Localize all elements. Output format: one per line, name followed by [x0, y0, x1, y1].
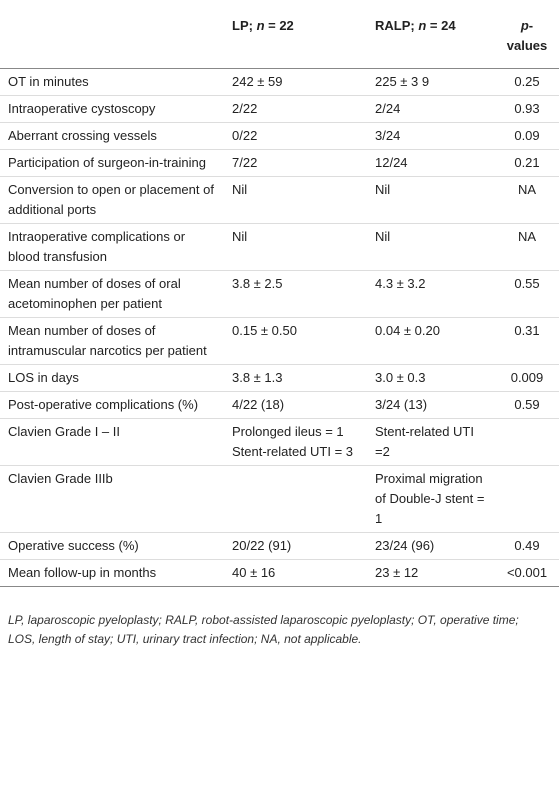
- table-cell: 3.0 ± 0.3: [375, 370, 426, 385]
- table-cell: <0.001: [506, 565, 548, 580]
- table-row: Clavien Grade IIIb Proximal migration of …: [0, 466, 559, 533]
- header-text: RALP;: [375, 18, 419, 33]
- table-cell: Clavien Grade I – II: [8, 424, 120, 439]
- table-cell: [493, 466, 559, 533]
- table-cell: Mean follow-up in months: [8, 565, 157, 580]
- header-cell: p-values: [493, 0, 559, 69]
- table-header: LP; n = 22 RALP; n = 24 p-values: [0, 0, 559, 69]
- table-cell: 0.15 ± 0.50: [232, 323, 297, 338]
- table-cell: Participation of surgeon-in-training: [8, 155, 206, 170]
- table-cell: 0.55: [514, 276, 540, 291]
- table-cell: Aberrant crossing vessels: [8, 128, 157, 143]
- table-cell: Intraoperative cystoscopy: [8, 101, 156, 116]
- table-cell: Operative success (%): [8, 538, 139, 553]
- table-cell: 4/22 (18): [232, 397, 285, 412]
- table-row: Conversion to open or placement of addit…: [0, 177, 559, 224]
- table-cell: [493, 419, 559, 466]
- footnote: LP, laparoscopic pyeloplasty; RALP, robo…: [8, 613, 519, 646]
- table-cell: LOS in days: [8, 370, 79, 385]
- table-cell: 23/24 (96): [375, 538, 435, 553]
- table-cell: Conversion to open or placement of addit…: [8, 182, 214, 217]
- table-cell: 0.31: [514, 323, 540, 338]
- table-row: Clavien Grade I – II Prolonged ileus = 1 …: [0, 419, 559, 466]
- table-cell: Mean number of doses of intramuscular na…: [8, 323, 207, 358]
- table-cell: NA: [517, 229, 537, 244]
- table-row: LOS in days 3.8 ± 1.3 3.0 ± 0.3 0.009: [0, 365, 559, 392]
- table-cell: 3.8 ± 1.3: [232, 370, 283, 385]
- table-cell: Nil: [375, 182, 391, 197]
- table-cell: Intraoperative complications or blood tr…: [8, 229, 186, 264]
- table-cell: Nil: [375, 229, 391, 244]
- table-cell: 20/22 (91): [232, 538, 292, 553]
- table-cell: [224, 466, 367, 533]
- table-cell: 242 ± 59: [232, 74, 283, 89]
- data-table: LP; n = 22 RALP; n = 24 p-values OT in m…: [0, 0, 559, 587]
- table-cell: 0.21: [514, 155, 540, 170]
- table-cell: 12/24: [375, 155, 408, 170]
- table-cell: Stent-related UTI =2: [375, 424, 474, 459]
- table-cell: Prolonged ileus = 1 Stent-related UTI = …: [232, 424, 354, 459]
- table-cell: Mean number of doses of oral acetominoph…: [8, 276, 181, 311]
- table-body: OT in minutes 242 ± 59 225 ± 3 9 0.25 Intrao…: [0, 69, 559, 587]
- table-cell: Nil: [232, 182, 248, 197]
- table-cell: Post-operative complications (%): [8, 397, 199, 412]
- table-cell: 0.04 ± 0.20: [375, 323, 440, 338]
- table-row: Mean number of doses of oral acetominoph…: [0, 271, 559, 318]
- table-row: Aberrant crossing vessels 0/22 3/24 0.09: [0, 123, 559, 150]
- table-cell: 7/22: [232, 155, 258, 170]
- table-cell: 4.3 ± 3.2: [375, 276, 426, 291]
- table-cell: Proximal migration of Double-J stent = 1: [375, 471, 485, 526]
- table-cell: 0.93: [514, 101, 540, 116]
- table-row: Operative success (%) 20/22 (91) 23/24 (96…: [0, 533, 559, 560]
- table-cell: 2/22: [232, 101, 258, 116]
- header-text: n: [418, 18, 427, 33]
- table-cell: 3.8 ± 2.5: [232, 276, 283, 291]
- header-row: LP; n = 22 RALP; n = 24 p-values: [0, 0, 559, 69]
- header-cell: RALP; n = 24: [367, 0, 493, 69]
- header-text: = 22: [264, 18, 294, 33]
- table-cell: 3/24: [375, 128, 401, 143]
- table-cell: 40 ± 16: [232, 565, 276, 580]
- header-text: = 24: [426, 18, 456, 33]
- table-cell: Nil: [232, 229, 248, 244]
- header-cell: [0, 0, 224, 69]
- table-row: OT in minutes 242 ± 59 225 ± 3 9 0.25: [0, 69, 559, 96]
- table-cell: 2/24: [375, 101, 401, 116]
- table-cell: OT in minutes: [8, 74, 89, 89]
- table-row: Post-operative complications (%) 4/22 (18…: [0, 392, 559, 419]
- header-text: LP;: [232, 18, 257, 33]
- header-text: -values: [506, 18, 548, 53]
- table-row: Intraoperative cystoscopy 2/22 2/24 0.93: [0, 96, 559, 123]
- table-cell: NA: [517, 182, 537, 197]
- table-cell: 3/24 (13): [375, 397, 428, 412]
- table-cell: Clavien Grade IIIb: [8, 471, 113, 486]
- table-cell: 0.59: [514, 397, 540, 412]
- table-row: Mean follow-up in months 40 ± 16 23 ± 12 <0…: [0, 560, 559, 587]
- table-cell: 23 ± 12: [375, 565, 419, 580]
- header-text: p: [520, 18, 529, 33]
- table-cell: 0.49: [514, 538, 540, 553]
- header-text: n: [256, 18, 265, 33]
- table-cell: 0/22: [232, 128, 258, 143]
- table-cell: 0.25: [514, 74, 540, 89]
- table-row: Participation of surgeon-in-training 7/22…: [0, 150, 559, 177]
- table-cell: 225 ± 3 9: [375, 74, 430, 89]
- table-cell: 0.09: [514, 128, 540, 143]
- header-cell: LP; n = 22: [224, 0, 367, 69]
- table-cell: 0.009: [510, 370, 544, 385]
- table-row: Mean number of doses of intramuscular na…: [0, 318, 559, 365]
- table-row: Intraoperative complications or blood tr…: [0, 224, 559, 271]
